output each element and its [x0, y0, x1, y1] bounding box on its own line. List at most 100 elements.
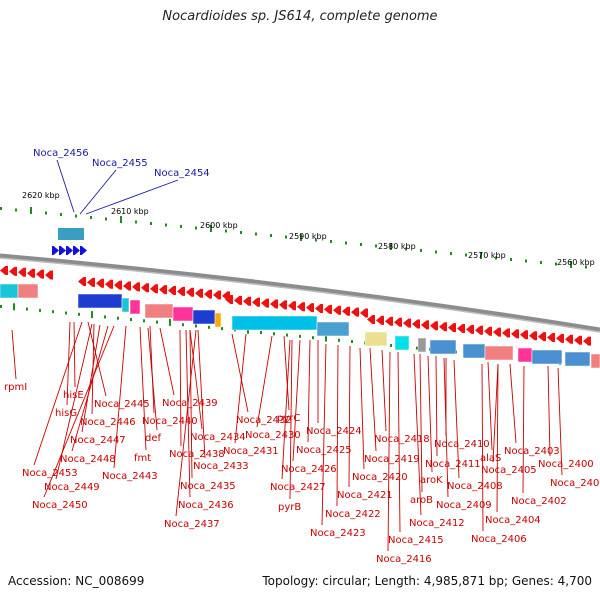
feature-box: [77, 293, 123, 309]
gene-label: Noca_2403: [504, 446, 560, 457]
tick-mark: [360, 243, 362, 246]
callout-line: [43, 325, 115, 498]
feature-box: [364, 331, 388, 347]
gene-arrow: [315, 304, 323, 313]
gene-arrow: [168, 286, 176, 295]
feature-box: [462, 343, 486, 359]
tick-mark: [420, 249, 422, 252]
gene-arrow: [324, 304, 332, 314]
gene-label: Noca_2447: [70, 435, 126, 446]
feature-box: [564, 351, 591, 367]
gene-label: Noca_2419: [364, 454, 420, 465]
callout-line: [487, 361, 493, 451]
tick-mark: [104, 315, 106, 319]
callout-line: [73, 321, 76, 388]
gene-arrow: [132, 282, 140, 292]
gene-arrow: [376, 315, 384, 325]
feature-box: [17, 283, 39, 299]
tick-mark: [0, 207, 2, 210]
callout-line: [179, 329, 182, 447]
tick-mark: [540, 261, 542, 264]
gene-arrow: [225, 295, 233, 304]
tick-mark: [495, 256, 497, 260]
gene-label: Noca_2439: [162, 398, 218, 409]
gene-arrow: [439, 322, 447, 332]
gene-arrow: [213, 290, 221, 300]
feature-box: [531, 349, 563, 365]
tick-mark: [39, 308, 41, 312]
gene-arrow: [80, 246, 87, 255]
tick-mark: [285, 235, 287, 239]
callout-line: [185, 329, 191, 498]
gene-label: Noca_2435: [180, 481, 236, 492]
gene-label: Noca_2400: [538, 459, 594, 470]
gene-label: alaS: [480, 453, 501, 464]
scale-tick-label: 2610 kbp: [111, 207, 149, 216]
gene-arrow: [367, 315, 375, 324]
feature-box: [231, 315, 318, 331]
tick-mark: [52, 310, 54, 314]
callout-line: [113, 325, 127, 469]
gene-label: Noca_2418: [374, 434, 430, 445]
scale-tick-label: 2590 kbp: [289, 232, 327, 241]
gene-arrow: [195, 288, 203, 298]
tick-mark: [169, 318, 171, 326]
gene-label: Noca_2430: [245, 430, 301, 441]
callout-line: [321, 343, 327, 526]
callout-line: [71, 325, 109, 452]
tick-mark: [480, 252, 482, 259]
gene-label: Noca_2455: [92, 158, 148, 169]
gene-label: Noca_2420: [352, 472, 408, 483]
callout-line: [147, 327, 158, 431]
tick-mark: [450, 252, 452, 255]
tick-mark: [0, 305, 2, 308]
gene-label: Noca_2423: [310, 528, 366, 539]
gene-label: Noca_2446: [80, 417, 136, 428]
callout-line: [159, 327, 175, 396]
tick-mark: [435, 250, 437, 254]
feature-box: [129, 299, 141, 315]
callout-line: [369, 347, 377, 452]
callout-line: [427, 355, 433, 473]
gene-arrow: [538, 332, 546, 342]
gene-label: hisE: [63, 390, 84, 401]
gene-arrow: [520, 330, 528, 340]
tick-mark: [375, 244, 377, 248]
gene-arrow: [159, 285, 167, 295]
accession-text: Accession: NC_008699: [8, 574, 145, 588]
gene-arrow: [448, 323, 456, 333]
tick-mark: [299, 334, 301, 338]
tick-mark: [240, 231, 242, 234]
tick-mark: [13, 303, 15, 311]
callout-line: [381, 349, 387, 432]
gene-arrow: [583, 336, 591, 346]
gene-arrow: [511, 329, 519, 339]
gene-arrow: [430, 321, 438, 331]
scale-tick-label: 2600 kbp: [200, 221, 238, 230]
tick-mark: [26, 307, 28, 311]
tick-mark: [286, 333, 288, 337]
gene-label: Noca_2416: [376, 554, 432, 565]
gene-arrow: [279, 300, 287, 310]
gene-label: Noca_2432: [236, 415, 292, 426]
gene-label: Noca_2409: [436, 500, 492, 511]
gene-label: def: [145, 433, 162, 444]
feature-box: [192, 309, 216, 325]
gene-label: Noca_2453: [22, 468, 78, 479]
gene-label: Noca_2406: [471, 534, 527, 545]
gene-arrow: [306, 303, 314, 313]
tick-mark: [182, 323, 184, 327]
gene-label: Noca_2427: [270, 482, 326, 493]
gene-label: Noca_2445: [94, 399, 150, 410]
gene-label: Noca_2426: [281, 464, 337, 475]
gene-arrow: [493, 327, 501, 337]
gene-label: Noca_2408: [447, 481, 503, 492]
tick-mark: [273, 332, 275, 336]
tick-mark: [78, 312, 80, 316]
tick-mark: [60, 213, 62, 216]
gene-label: Noca_2415: [388, 535, 444, 546]
gene-label: Noca_2454: [154, 168, 210, 179]
tick-mark: [555, 262, 557, 266]
callout-line: [11, 329, 17, 380]
callout-line: [359, 347, 365, 470]
